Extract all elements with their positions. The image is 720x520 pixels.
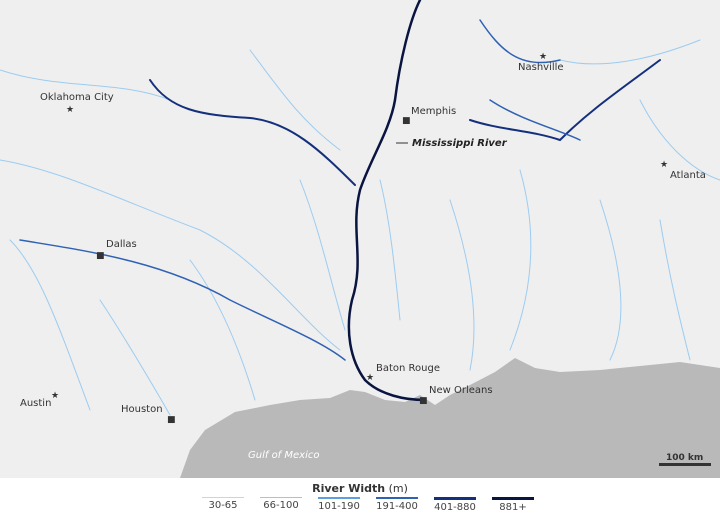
- legend-item: 30-65: [200, 497, 246, 513]
- legend-label: 401-880: [434, 502, 476, 513]
- legend-swatch: [318, 497, 360, 499]
- city-label: New Orleans: [429, 385, 493, 396]
- city-label: Nashville: [518, 62, 564, 73]
- cities: ★Oklahoma City■Dallas★Austin■Houston■Mem…: [20, 52, 706, 425]
- legend-title: River Width (m): [0, 482, 720, 495]
- city-label: Houston: [121, 404, 163, 415]
- star-icon: ★: [660, 160, 668, 170]
- legend-swatch: [260, 497, 302, 498]
- legend-item: 401-880: [432, 497, 478, 513]
- star-icon: ★: [366, 373, 374, 383]
- gulf-of-mexico: [180, 358, 720, 478]
- legend-label: 191-400: [376, 501, 418, 512]
- legend-label: 66-100: [263, 500, 299, 511]
- rivers: [0, 0, 720, 416]
- city-label: Baton Rouge: [376, 363, 440, 374]
- river-ohio-cumberland: [479, 19, 581, 141]
- legend-swatch: [492, 497, 534, 500]
- legend-item: 881+: [490, 497, 536, 513]
- city-label: Austin: [20, 398, 51, 409]
- scale-label: 100 km: [666, 453, 703, 463]
- legend-swatch: [376, 497, 418, 499]
- legend: River Width (m) 30-65 66-100 101-190 191-40…: [0, 478, 720, 520]
- legend-label: 881+: [499, 502, 527, 513]
- river-tennessee: [469, 59, 661, 142]
- city-label: Memphis: [411, 106, 456, 117]
- legend-swatch: [202, 497, 244, 498]
- legend-label: 30-65: [208, 500, 238, 511]
- star-icon: ★: [51, 391, 59, 401]
- legend-item: 101-190: [316, 497, 362, 513]
- star-icon: ★: [539, 52, 547, 62]
- legend-item: 66-100: [258, 497, 304, 513]
- city-label: Dallas: [106, 239, 137, 250]
- river-minor: [0, 39, 720, 416]
- legend-swatch: [434, 497, 476, 500]
- square-icon: ■: [167, 415, 176, 425]
- legend-title-text: River Width: [312, 482, 386, 495]
- legend-items: 30-65 66-100 101-190 191-400 401-880 881+: [200, 497, 536, 513]
- gulf-label: Gulf of Mexico: [248, 450, 319, 461]
- river-map: ★Oklahoma City■Dallas★Austin■Houston■Mem…: [0, 0, 720, 478]
- city-label: Atlanta: [670, 170, 706, 181]
- river-label: Mississippi River: [412, 138, 508, 149]
- legend-item: 191-400: [374, 497, 420, 513]
- scale-bar: [659, 463, 711, 466]
- river-mississippi: [347, 0, 427, 402]
- legend-label: 101-190: [318, 501, 360, 512]
- legend-unit: (m): [388, 482, 408, 495]
- river-arkansas: [149, 79, 356, 186]
- square-icon: ■: [402, 116, 411, 126]
- city-label: Oklahoma City: [40, 92, 114, 103]
- river-red: [19, 239, 346, 361]
- square-icon: ■: [419, 396, 428, 406]
- square-icon: ■: [96, 251, 105, 261]
- star-icon: ★: [66, 105, 74, 115]
